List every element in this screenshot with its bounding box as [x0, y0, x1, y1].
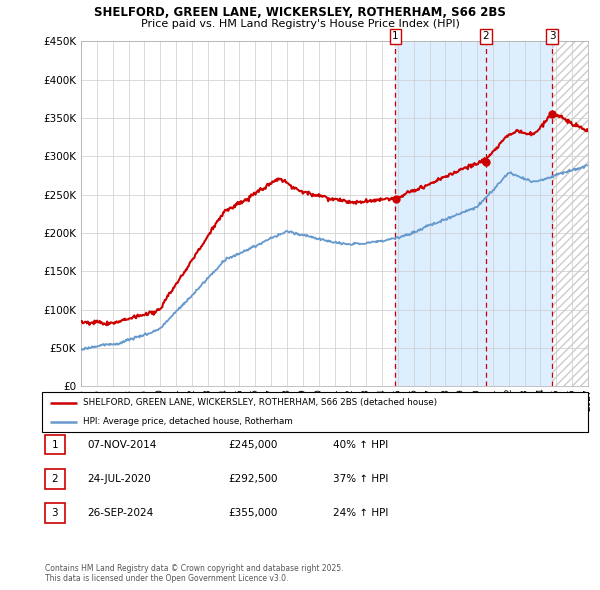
Text: HPI: Average price, detached house, Rotherham: HPI: Average price, detached house, Roth… [83, 417, 293, 427]
Text: 3: 3 [549, 31, 556, 41]
Bar [552, 41, 588, 386]
Bar [395, 41, 552, 386]
Text: 2: 2 [52, 474, 58, 484]
Text: 26-SEP-2024: 26-SEP-2024 [87, 509, 153, 518]
Text: 24-JUL-2020: 24-JUL-2020 [87, 474, 151, 484]
Text: SHELFORD, GREEN LANE, WICKERSLEY, ROTHERHAM, S66 2BS (detached house): SHELFORD, GREEN LANE, WICKERSLEY, ROTHER… [83, 398, 437, 407]
Text: 24% ↑ HPI: 24% ↑ HPI [333, 509, 388, 518]
Text: £355,000: £355,000 [228, 509, 277, 518]
Text: 3: 3 [52, 509, 58, 518]
Text: 1: 1 [392, 31, 399, 41]
Text: £292,500: £292,500 [228, 474, 277, 484]
Text: Contains HM Land Registry data © Crown copyright and database right 2025.
This d: Contains HM Land Registry data © Crown c… [45, 563, 343, 583]
Text: 1: 1 [52, 440, 58, 450]
Text: 37% ↑ HPI: 37% ↑ HPI [333, 474, 388, 484]
Text: £245,000: £245,000 [228, 440, 277, 450]
Text: Price paid vs. HM Land Registry's House Price Index (HPI): Price paid vs. HM Land Registry's House … [140, 19, 460, 30]
Text: SHELFORD, GREEN LANE, WICKERSLEY, ROTHERHAM, S66 2BS: SHELFORD, GREEN LANE, WICKERSLEY, ROTHER… [94, 6, 506, 19]
Text: 40% ↑ HPI: 40% ↑ HPI [333, 440, 388, 450]
Text: 07-NOV-2014: 07-NOV-2014 [87, 440, 157, 450]
Text: 2: 2 [482, 31, 489, 41]
Bar [552, 41, 588, 386]
